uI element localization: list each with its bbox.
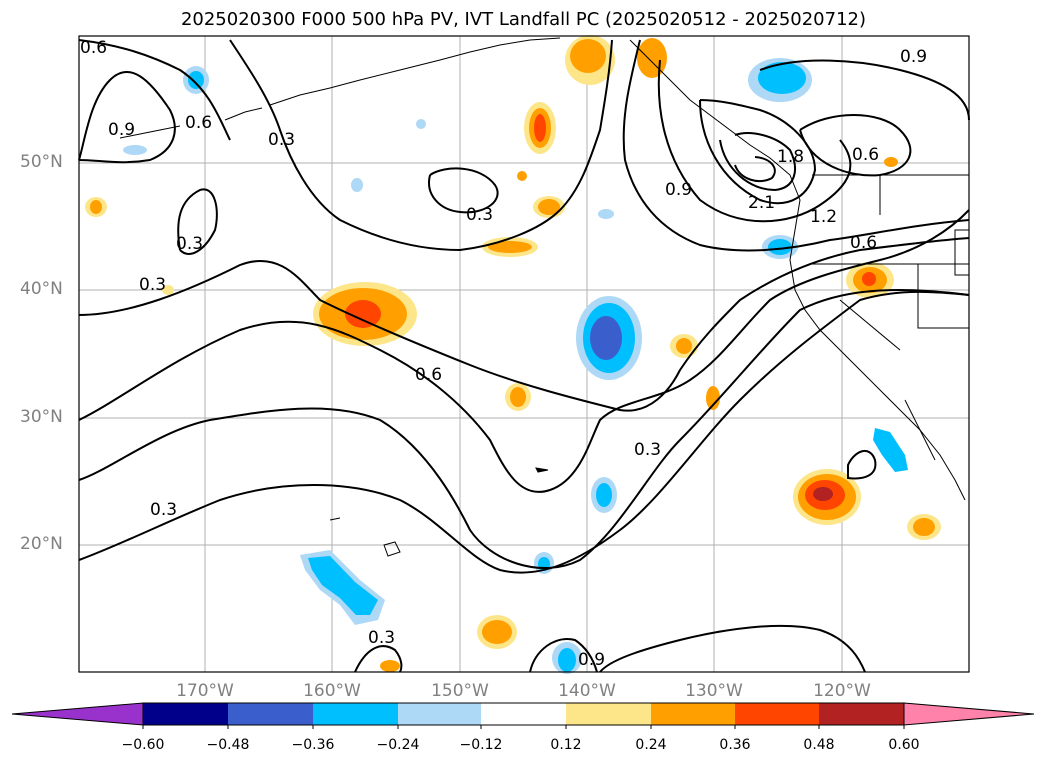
contour-label: 0.3 — [634, 440, 661, 460]
negative-anomaly-patches — [123, 58, 908, 674]
colorbar-bin — [735, 703, 819, 725]
contour-label: 0.6 — [415, 365, 442, 385]
contour-label: 0.3 — [466, 205, 493, 225]
colorbar-tick-label: 0.60 — [888, 737, 920, 753]
contour-label: 0.6 — [80, 38, 107, 58]
pv-contours — [78, 39, 970, 673]
contour-label: 0.9 — [578, 650, 605, 670]
map-title: 2025020300 F000 500 hPa PV, IVT Landfall… — [180, 9, 867, 30]
colorbar-bin — [481, 703, 566, 725]
lon-label-120w: 120°W — [813, 681, 871, 701]
filled-anomalies — [85, 35, 941, 674]
contour-label: 0.3 — [268, 130, 295, 150]
colorbar — [11, 702, 1035, 729]
contour-label: 0.9 — [108, 120, 135, 140]
contour-label: 0.3 — [368, 628, 395, 648]
colorbar-tick-label: −0.48 — [206, 737, 250, 753]
colorbar-bin — [313, 703, 398, 725]
lon-label-170w: 170°W — [176, 681, 234, 701]
contour-label-group: 0.6 0.9 0.6 0.3 0.3 0.3 0.3 0.6 0.3 0.3 … — [80, 38, 927, 670]
map-border — [78, 35, 970, 673]
lon-label-130w: 130°W — [685, 681, 743, 701]
contour-label: 1.8 — [777, 147, 804, 167]
lon-label-150w: 150°W — [431, 681, 489, 701]
contour-label: 0.9 — [900, 47, 927, 67]
contour-label: 0.3 — [176, 234, 203, 254]
lat-label-50n: 50°N — [20, 152, 63, 172]
lat-label-30n: 30°N — [20, 407, 63, 427]
colorbar-tick-label: −0.36 — [291, 737, 335, 753]
lat-label-20n: 20°N — [20, 534, 63, 554]
colorbar-bin — [566, 703, 651, 725]
contour-label: 0.3 — [139, 275, 166, 295]
colorbar-tick-label: 0.36 — [719, 737, 751, 753]
coastlines — [119, 37, 970, 557]
contour-label: 0.3 — [150, 500, 177, 520]
colorbar-outline — [142, 702, 905, 726]
colorbar-tick-label: 0.48 — [803, 737, 835, 753]
contour-label: 0.9 — [665, 180, 692, 200]
map-panel — [79, 36, 969, 672]
contour-label: 0.6 — [852, 145, 879, 165]
colorbar-under-arrow — [11, 702, 144, 726]
lon-label-140w: 140°W — [558, 681, 616, 701]
colorbar-bin — [398, 703, 481, 725]
colorbar-bin — [819, 703, 904, 725]
contour-label: 0.6 — [185, 113, 212, 133]
contour-label: 0.6 — [850, 233, 877, 253]
colorbar-tick-label: 0.12 — [550, 737, 582, 753]
colorbar-tick-label: −0.12 — [459, 737, 503, 753]
colorbar-tick-label: 0.24 — [635, 737, 667, 753]
lat-label-40n: 40°N — [20, 279, 63, 299]
positive-anomaly-patches — [85, 35, 941, 672]
colorbar-bin — [143, 703, 228, 725]
colorbar-tick-label: −0.24 — [376, 737, 420, 753]
colorbar-bin — [651, 703, 735, 725]
colorbar-over-arrow — [903, 702, 1035, 726]
lon-label-160w: 160°W — [303, 681, 361, 701]
colorbar-tick-label: −0.60 — [121, 737, 165, 753]
contour-label: 2.1 — [748, 193, 775, 213]
colorbar-bin — [228, 703, 313, 725]
contour-label: 1.2 — [810, 207, 837, 227]
